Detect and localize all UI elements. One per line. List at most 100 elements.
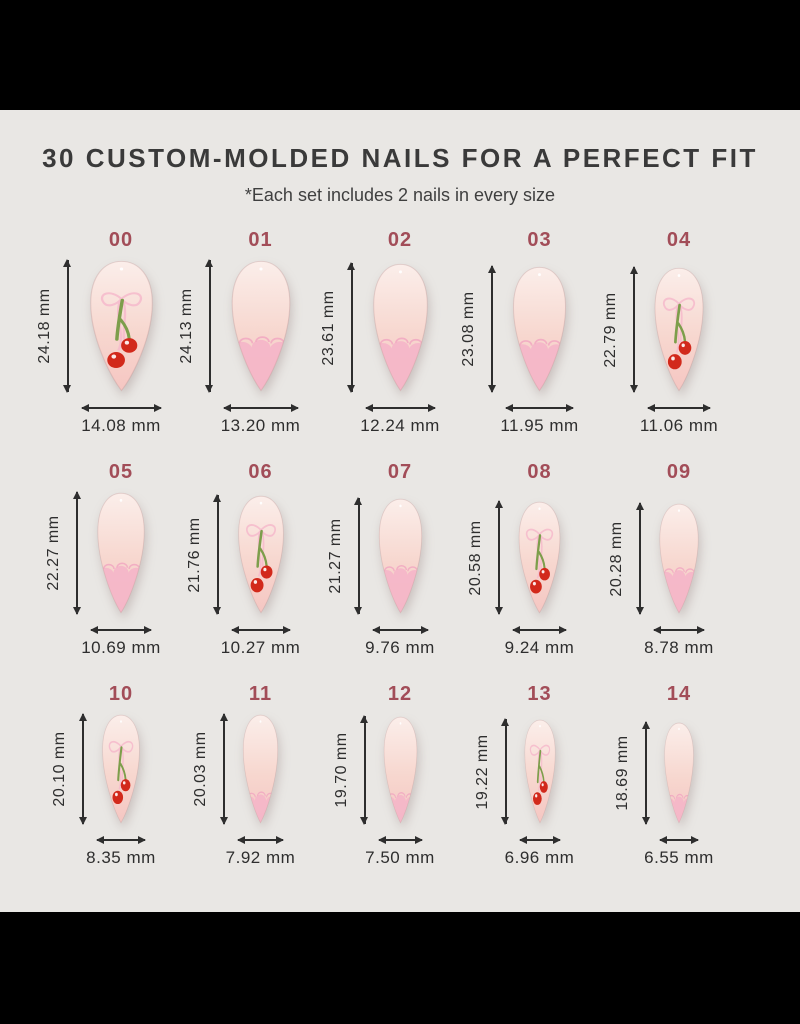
nail-cell-13: 13 19.22 mm 6.96 mm [474,684,606,868]
nail-cell-05: 05 22.27 mm 10.69 mm [45,461,187,658]
width-arrow [659,835,699,844]
nail-image [518,501,561,614]
width-label: 14.08 mm [81,416,161,435]
size-number: 09 [666,461,692,483]
nail-image [524,719,555,824]
height-label: 19.22 mm [473,733,491,810]
height-arrow [641,721,650,825]
height-label: 20.58 mm [467,519,484,596]
height-label: 23.61 mm [319,289,337,366]
width-label: 8.78 mm [644,638,714,657]
width-label: 12.24 mm [360,416,440,435]
width-label: 6.55 mm [644,848,714,867]
nail-image [102,714,140,824]
width-label: 11.06 mm [639,416,719,435]
width-label: 7.92 mm [225,848,296,867]
width-arrow [237,835,284,844]
height-label: 21.27 mm [326,518,344,594]
nail-cell-07: 07 21.27 mm 9.76 mm [327,461,466,658]
width-arrow [512,625,567,634]
nail-cell-06: 06 21.76 mm 10.27 mm [186,461,327,658]
letterbox-top [0,0,800,110]
width-arrow [230,625,291,634]
nail-image [231,260,290,392]
nail-cell-09: 09 20.28 mm 8.78 mm [608,461,745,658]
nail-image [242,714,279,824]
nail-cell-14: 14 18.69 mm 6.55 mm [613,684,745,868]
nail-cell-04: 04 22.79 mm 11.06 mm [602,229,745,436]
nail-image [659,503,699,614]
nail-image [378,498,422,614]
width-label: 8.35 mm [86,848,156,867]
width-label: 6.96 mm [504,848,575,867]
width-label: 11.95 mm [500,416,579,435]
height-label: 18.69 mm [614,735,631,811]
size-number: 03 [527,229,552,251]
page-title: 30 CUSTOM-MOLDED NAILS FOR A PERFECT FIT [42,143,758,173]
height-label: 20.10 mm [51,731,68,807]
width-label: 9.24 mm [504,638,575,657]
grid-row-1: 00 24.18 mm 14.08 mm 01 24.13 mm [36,229,745,436]
nail-cell-11: 11 20.03 mm 7.92 mm [192,683,327,868]
width-arrow [518,835,561,844]
size-grid: 00 24.18 mm 14.08 mm 01 24.13 mm [36,229,745,868]
size-number: 11 [248,683,273,705]
height-label: 24.13 mm [177,288,195,364]
height-arrow [78,713,87,825]
size-number: 14 [666,683,692,705]
nail-cell-12: 12 19.70 mm 7.50 mm [333,683,466,868]
height-arrow [629,266,638,393]
width-label: 13.20 mm [220,416,301,435]
width-label: 9.76 mm [365,638,435,657]
width-arrow [96,835,146,844]
grid-row-2: 05 22.27 mm 10.69 mm 06 21.76 mm [45,461,745,658]
width-arrow [377,835,423,844]
width-label: 10.69 mm [81,638,161,657]
size-number: 08 [527,461,552,483]
nail-cell-00: 00 24.18 mm 14.08 mm [36,229,187,436]
height-arrow [494,500,503,615]
height-arrow [347,262,355,393]
size-number: 06 [248,461,273,483]
size-number: 07 [387,461,413,483]
width-arrow [222,403,299,412]
height-label: 22.27 mm [45,515,62,591]
width-label: 10.27 mm [220,638,301,657]
size-number: 12 [387,683,413,705]
nail-image [89,260,153,392]
height-label: 21.76 mm [185,516,203,593]
height-arrow [487,265,496,393]
width-arrow [505,403,574,412]
nail-image [372,263,428,392]
width-arrow [371,625,429,634]
width-label: 7.50 mm [365,848,435,867]
page-subtitle: *Each set includes 2 nails in every size [244,185,556,205]
width-arrow [90,625,152,634]
size-number: 10 [108,683,134,705]
nail-image [664,722,694,824]
width-arrow [364,403,436,412]
height-label: 23.08 mm [460,291,477,367]
width-arrow [80,403,162,412]
height-arrow [360,715,368,825]
grid-row-3: 10 20.10 mm 8.35 mm 11 20.03 mm [51,683,745,868]
size-number: 05 [108,461,134,483]
height-label: 20.28 mm [608,520,625,597]
height-label: 20.03 mm [192,731,209,807]
size-number: 01 [248,229,273,251]
height-arrow [213,494,221,615]
nail-cell-02: 02 23.61 mm 12.24 mm [320,230,466,436]
height-arrow [501,718,509,825]
nail-cell-01: 01 24.13 mm 13.20 mm [178,229,327,436]
size-number: 00 [108,229,134,251]
height-arrow [219,713,228,825]
size-number: 13 [527,683,552,705]
height-arrow [63,259,71,393]
nail-image [237,495,284,614]
size-chart-panel: 30 CUSTOM-MOLDED NAILS FOR A PERFECT FIT… [0,110,800,912]
nail-image [654,267,704,392]
nail-cell-03: 03 23.08 mm 11.95 mm [460,229,606,436]
size-number: 04 [666,229,692,251]
nail-image [97,492,145,614]
nail-cell-10: 10 20.10 mm 8.35 mm [51,683,187,868]
